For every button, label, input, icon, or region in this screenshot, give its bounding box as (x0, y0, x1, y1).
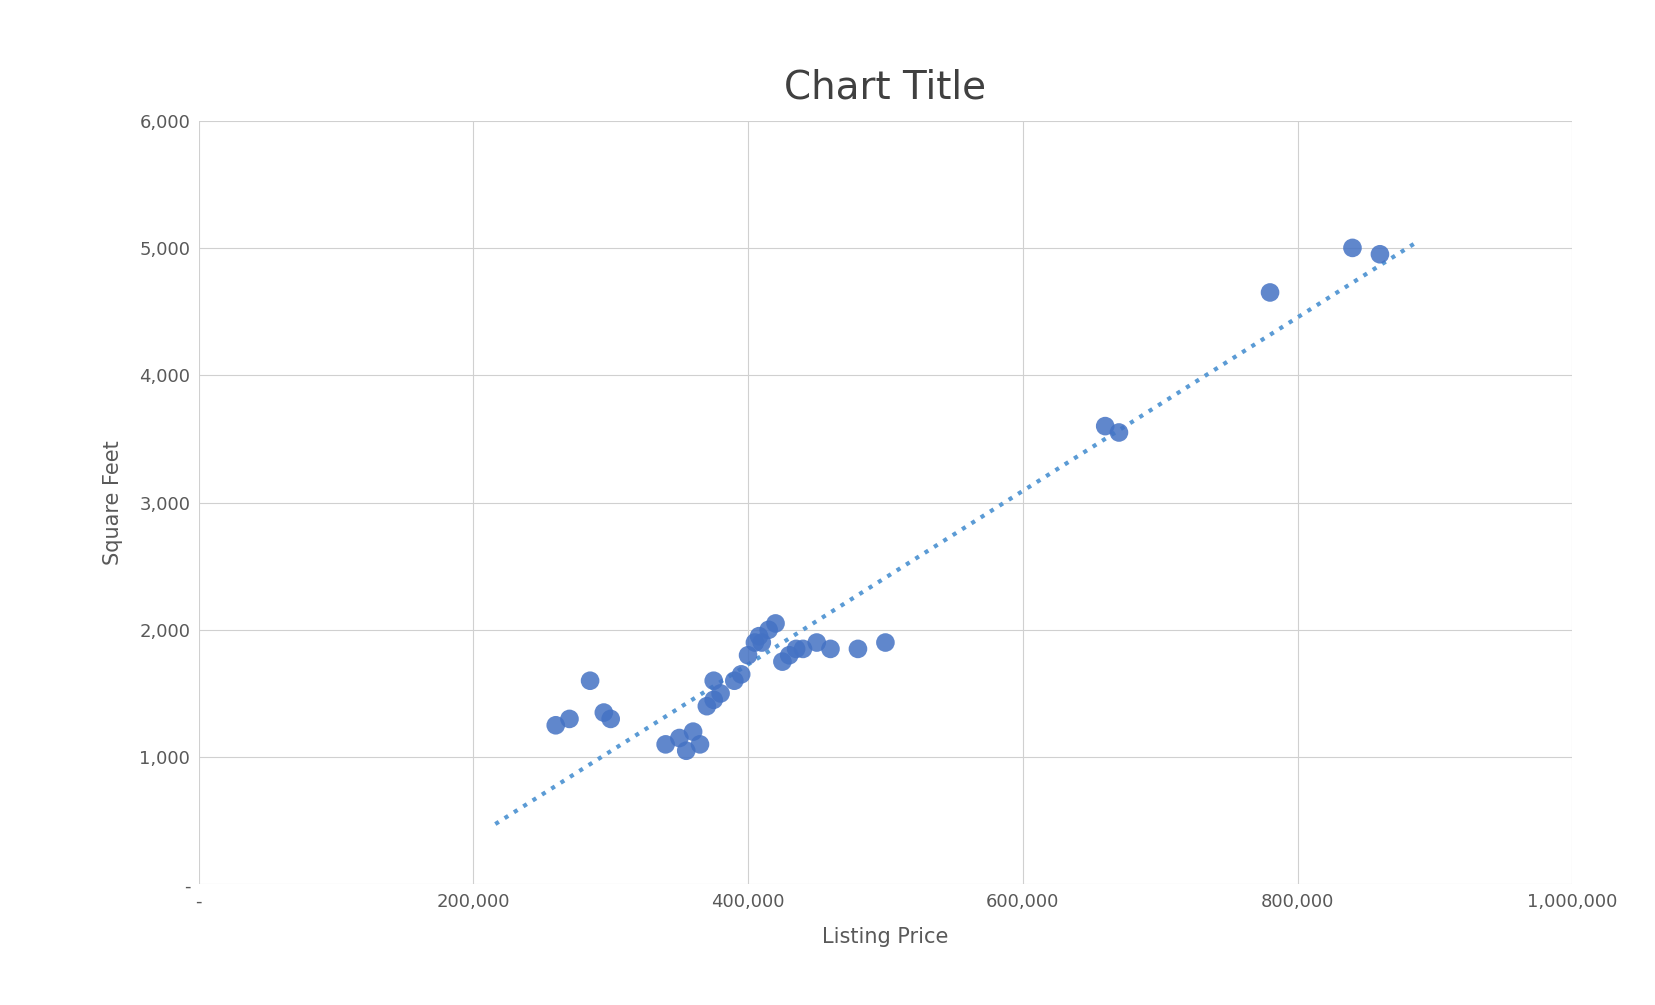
Point (700, 691, 727, 708)
Point (707, 685, 733, 701)
Point (776, 647, 803, 663)
Point (746, 628, 773, 644)
Point (1106, 424, 1132, 440)
X-axis label: Listing Price: Listing Price (823, 928, 948, 948)
Point (735, 647, 761, 663)
Point (680, 724, 707, 740)
Point (763, 615, 789, 631)
Point (652, 737, 679, 753)
Point (674, 743, 700, 759)
Point (556, 711, 583, 727)
Point (722, 672, 748, 688)
Point (578, 672, 604, 688)
Point (818, 641, 844, 657)
Point (597, 711, 624, 727)
Point (693, 698, 720, 715)
Point (728, 666, 755, 682)
Point (1367, 246, 1394, 262)
Point (700, 672, 727, 688)
Point (748, 634, 775, 650)
Point (1339, 240, 1365, 256)
Point (844, 641, 871, 657)
Title: Chart Title: Chart Title (784, 68, 986, 107)
Point (741, 634, 768, 650)
Point (789, 641, 816, 657)
Point (1092, 418, 1119, 434)
Point (804, 634, 831, 650)
Point (783, 641, 809, 657)
Point (1256, 284, 1283, 300)
Y-axis label: Square Feet: Square Feet (103, 440, 122, 565)
Point (687, 737, 713, 753)
Point (755, 622, 781, 638)
Point (872, 634, 899, 650)
Point (770, 653, 796, 669)
Point (591, 705, 617, 721)
Point (543, 718, 569, 734)
Point (665, 730, 693, 746)
